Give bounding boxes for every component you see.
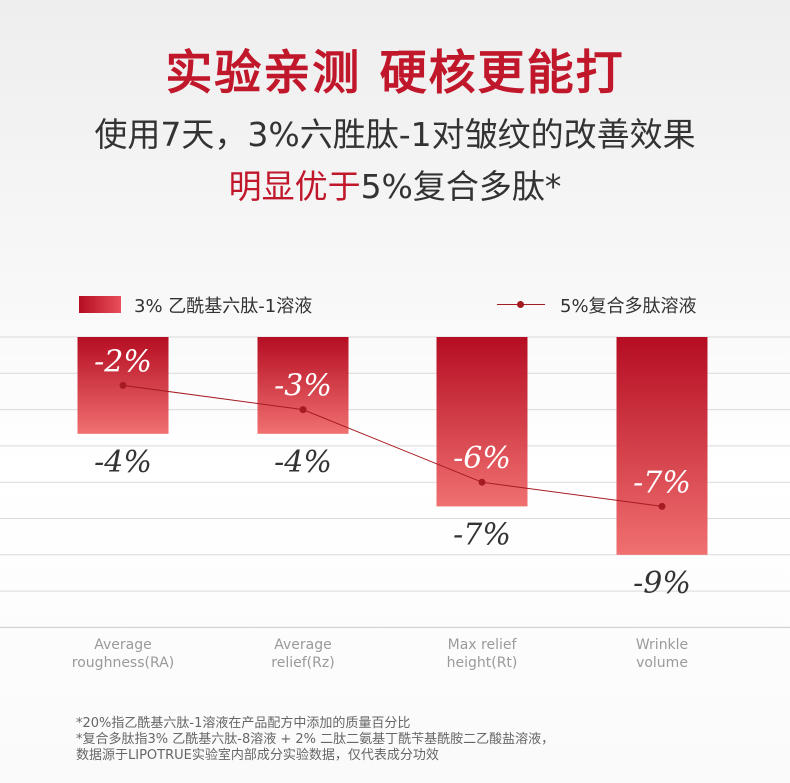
x-tick-label: Average relief(Rz) [223,636,383,672]
x-tick-label-line: relief(Rz) [271,655,335,671]
series-line [122,384,663,507]
line-point [299,406,307,414]
line-value-label: -2% [94,344,152,379]
x-tick-label: Wrinkle volume [582,636,742,672]
x-tick-label-line: Average [94,637,152,653]
x-tick-label-line: volume [636,655,688,671]
subtitle-line-2: 明显优于5%复合多肽* [0,160,790,208]
bar-value-label: -9% [633,566,691,601]
bar [436,337,528,507]
footnote-2: *复合多肽指3% 乙酰基六肽-8溶液 + 2% 二肽二氨基丁酰苄基酰胺二乙酸盐溶… [76,732,555,747]
line-point [119,381,127,389]
x-tick-label: Max relief height(Rt) [402,636,562,672]
legend-line-dot [517,301,524,308]
x-tick-label-line: height(Rt) [446,655,518,671]
line-value-label: -3% [274,369,332,404]
bar-value-label: -4% [94,445,152,480]
bar [616,337,708,555]
bar [257,337,349,434]
legend-line-label: 5%复合多肽溶液 [560,296,697,317]
legend-bar-swatch [79,296,121,313]
x-tick-label-line: Average [274,637,332,653]
subtitle-highlight: 明显优于 [228,167,361,206]
page-title: 实验亲测 硬核更能打 [165,46,625,101]
legend-bar-label: 3% 乙酰基六肽-1溶液 [134,296,313,317]
footnote-3: 数据源于LIPOTRUE实验室内部成分实验数据，仅代表成分功效 [76,748,439,763]
x-tick-label: Average roughness(RA) [43,636,203,672]
line-point [478,478,486,486]
x-tick-label-line: Wrinkle [635,637,689,653]
line-value-label: -6% [453,441,511,476]
line-point [658,502,666,510]
x-tick-label-line: roughness(RA) [71,655,175,671]
subtitle-line-1: 使用7天，3%六胜肽-1对皱纹的改善效果 [94,115,696,154]
bar-value-label: -4% [274,445,332,480]
bar-line-chart: -2% -3% -6% -7% -4% -4% -7% -9% [0,336,790,628]
line-value-label: -7% [633,465,691,500]
bar-value-label: -7% [453,517,511,552]
subtitle-rest: 5%复合多肽* [360,167,562,206]
x-tick-label-line: Max relief [447,637,517,653]
footnote-1: *20%指乙酰基六肽-1溶液在产品配方中添加的质量百分比 [76,716,411,731]
